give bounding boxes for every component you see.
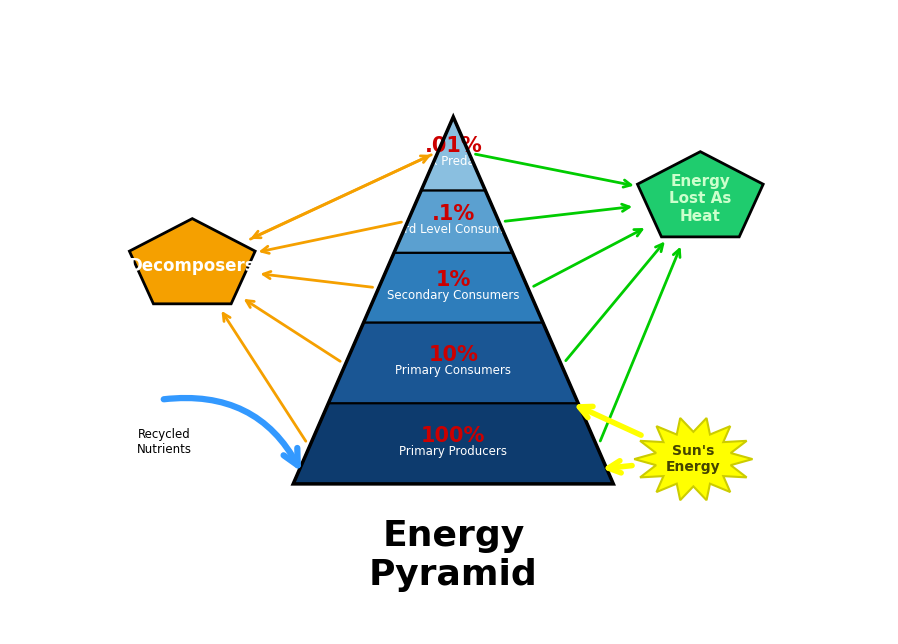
Polygon shape <box>364 252 543 323</box>
Polygon shape <box>634 418 753 500</box>
Text: Primary Producers: Primary Producers <box>400 445 507 458</box>
Text: 100%: 100% <box>421 426 486 446</box>
Text: 1%: 1% <box>436 270 471 290</box>
Text: .01%: .01% <box>425 136 482 156</box>
Text: Secondary Consumers: Secondary Consumers <box>387 289 520 302</box>
Text: Decomposers: Decomposers <box>129 257 256 275</box>
Text: .1%: .1% <box>432 204 475 223</box>
Text: Third Level Consumers: Third Level Consumers <box>385 223 521 236</box>
Text: Recycled
Nutrients: Recycled Nutrients <box>137 428 192 456</box>
Text: Energy
Pyramid: Energy Pyramid <box>369 518 538 592</box>
Polygon shape <box>394 191 513 252</box>
Text: Energy
Lost As
Heat: Energy Lost As Heat <box>669 174 732 223</box>
Polygon shape <box>293 403 613 484</box>
Polygon shape <box>638 152 763 237</box>
Polygon shape <box>129 218 255 304</box>
Polygon shape <box>421 117 485 191</box>
Text: Apex Predators: Apex Predators <box>409 155 498 168</box>
Text: 10%: 10% <box>428 345 479 365</box>
Polygon shape <box>329 323 578 403</box>
Text: Primary Consumers: Primary Consumers <box>395 365 511 377</box>
Text: Sun's
Energy: Sun's Energy <box>666 444 721 474</box>
